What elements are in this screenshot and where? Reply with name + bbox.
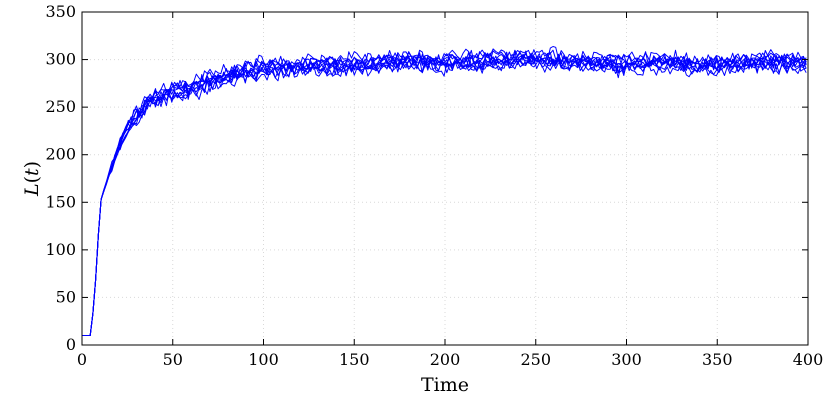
series-group <box>82 46 807 336</box>
y-tick-label-0: 0 <box>66 335 76 354</box>
series-line-2 <box>82 56 807 336</box>
series-line-3 <box>82 49 807 336</box>
series-line-10 <box>82 51 807 336</box>
x-axis-title: Time <box>421 374 469 396</box>
series-line-4 <box>82 54 807 336</box>
x-tick-label-0: 0 <box>77 350 87 369</box>
x-tick-label-4: 200 <box>430 350 461 369</box>
series-line-9 <box>82 55 807 336</box>
x-tick-label-2: 100 <box>248 350 279 369</box>
x-tick-label-1: 50 <box>163 350 183 369</box>
y-axis-title: L(t) <box>21 161 43 197</box>
x-tick-label-8: 400 <box>793 350 824 369</box>
x-tick-label-5: 250 <box>520 350 551 369</box>
x-tick-label-3: 150 <box>339 350 370 369</box>
y-tick-label-3: 150 <box>45 192 76 211</box>
series-line-6 <box>82 58 807 336</box>
ticks: 0 50 100 150 200 250 300 350 400 0 50 100 150 200 250 3… <box>45 2 823 369</box>
y-tick-label-7: 350 <box>45 2 76 21</box>
x-tick-label-7: 350 <box>702 350 733 369</box>
series-line-1 <box>82 52 807 336</box>
y-tick-label-6: 300 <box>45 50 76 69</box>
y-tick-label-4: 200 <box>45 145 76 164</box>
y-tick-label-1: 50 <box>56 287 76 306</box>
series-line-8 <box>82 49 807 336</box>
x-tick-label-6: 300 <box>611 350 642 369</box>
y-axis-title-close: ) <box>21 161 43 168</box>
y-axis-title-var: t <box>21 168 43 176</box>
y-tick-label-2: 100 <box>45 240 76 259</box>
y-axis-title-letter: L <box>21 183 43 197</box>
y-tick-label-5: 250 <box>45 97 76 116</box>
y-axis-title-open: ( <box>21 176 43 183</box>
